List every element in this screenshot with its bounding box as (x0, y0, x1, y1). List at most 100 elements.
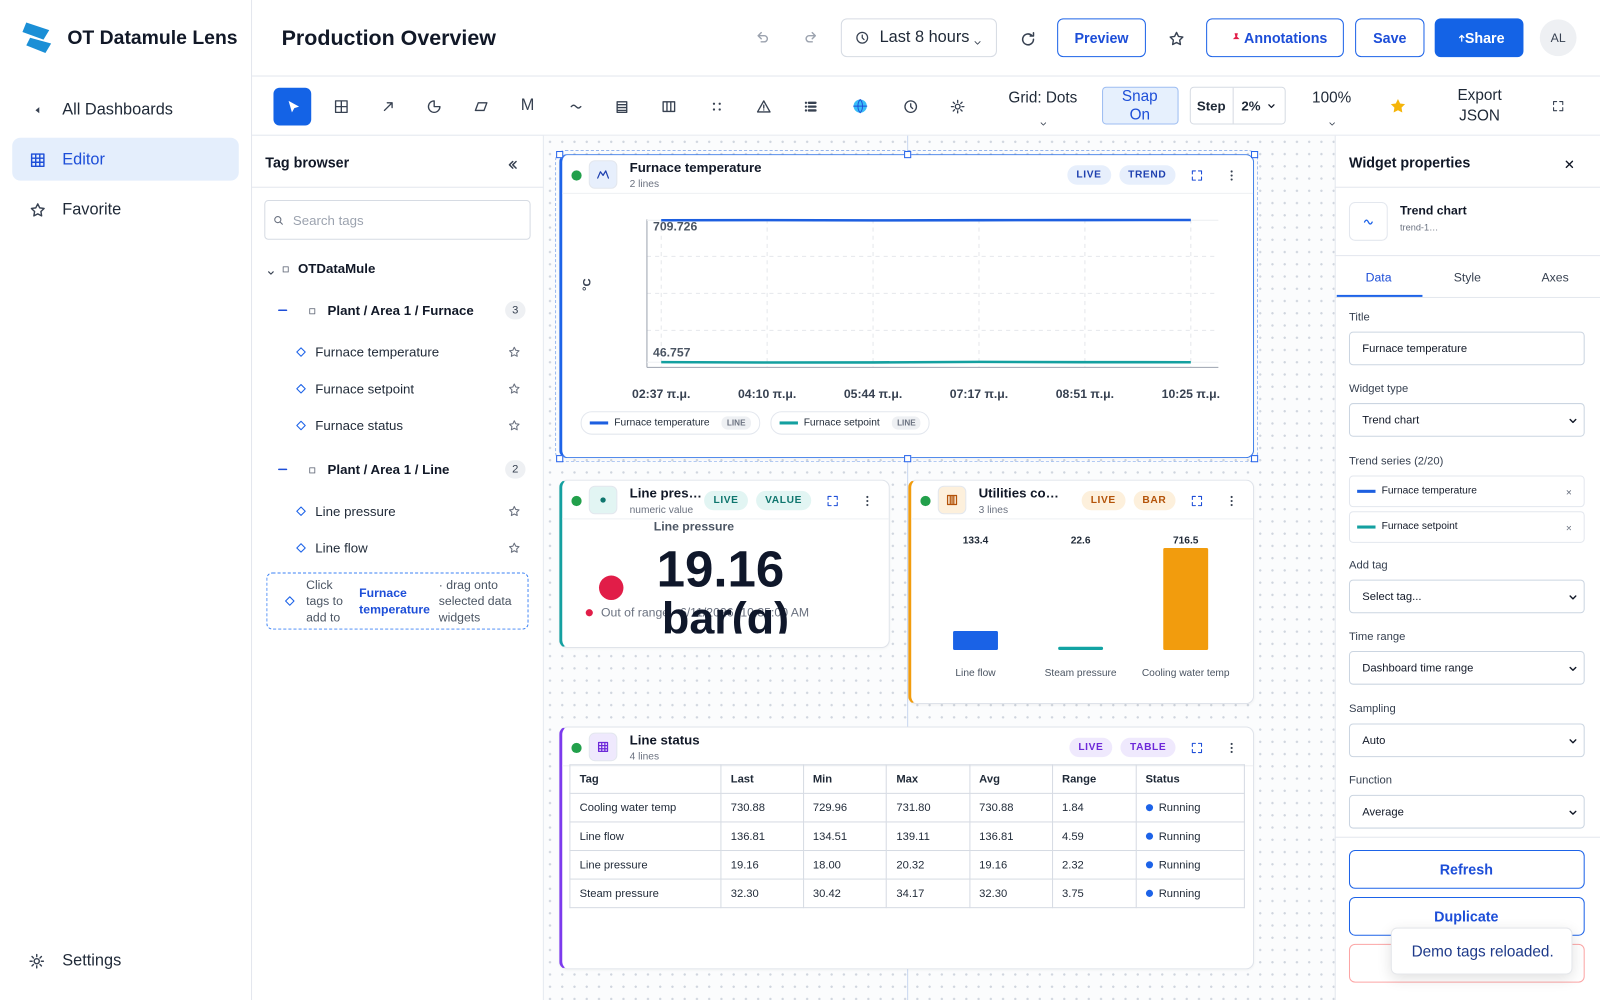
step-control[interactable] (1189, 86, 1286, 125)
snap-toggle[interactable] (1102, 86, 1179, 125)
annotations-button[interactable] (1206, 18, 1344, 58)
icon-path (1268, 104, 1275, 109)
share-button[interactable] (1434, 18, 1524, 58)
tag-item[interactable]: Furnace setpoint (315, 381, 415, 397)
tag-item[interactable]: Furnace status (315, 417, 404, 434)
icon (278, 468, 288, 471)
legend-item[interactable]: Furnace setpoint LINE (770, 411, 930, 435)
icon-path (856, 31, 869, 44)
tab[interactable]: Axes (1541, 270, 1569, 285)
table-cell: 136.81 (968, 821, 1053, 852)
tag-item[interactable]: Line pressure (315, 503, 396, 519)
table-cell: Steam pressure (569, 878, 722, 909)
select-field[interactable] (1348, 651, 1585, 685)
search-placeholder: Search tags (292, 212, 364, 229)
icon[interactable] (903, 98, 918, 113)
tab-indicator (1336, 294, 1423, 297)
status-dot (1145, 860, 1153, 868)
tag-item[interactable]: Furnace temperature (315, 344, 440, 360)
panel-divider (1334, 186, 1600, 188)
count-badge (505, 301, 526, 320)
icon (1191, 170, 1203, 181)
value-status: Out of range · 6/11/2026, 10:35:00 AM (601, 605, 810, 620)
icon[interactable] (803, 98, 818, 113)
icon-path (508, 160, 517, 169)
icon (296, 506, 306, 516)
table-cell: 19.16 (968, 849, 1053, 880)
table-cell: 18.00 (802, 849, 888, 880)
snap-guide (907, 135, 909, 1000)
time-range[interactable] (840, 18, 997, 58)
resize-handle[interactable] (1251, 151, 1259, 159)
tag-item[interactable]: Line flow (315, 540, 368, 556)
icon (296, 384, 306, 394)
table-row: Cooling water temp 730.88 729.96 731.80 730.… (569, 792, 1245, 823)
table-cell: 19.16 (720, 849, 804, 880)
avatar[interactable] (1539, 19, 1577, 57)
icon[interactable] (568, 98, 583, 113)
hint-tag: Furnace temperature (359, 585, 430, 617)
tab[interactable]: Data (1365, 270, 1392, 285)
icon[interactable] (473, 98, 488, 113)
resize-handle[interactable] (556, 151, 564, 159)
nav-item[interactable]: Settings (62, 952, 122, 970)
icon (1390, 99, 1406, 113)
icon-path (309, 308, 316, 315)
badge-group: LIVE BAR (1081, 490, 1176, 511)
nav-item[interactable]: Favorite (62, 201, 122, 219)
nav-item[interactable]: Editor (62, 151, 105, 169)
icon[interactable] (614, 98, 629, 113)
preview-button[interactable] (1057, 18, 1146, 58)
field-label: Widget type (1348, 382, 1409, 395)
text-field[interactable] (1348, 331, 1585, 366)
icon (1568, 594, 1576, 600)
tag-browser (252, 135, 544, 1000)
legend-label: Furnace temperature (614, 417, 710, 429)
tab[interactable]: Style (1453, 270, 1481, 285)
select-field[interactable] (1348, 403, 1585, 437)
panel-divider (252, 186, 544, 188)
action-button[interactable] (1348, 849, 1585, 889)
icon[interactable] (1565, 488, 1572, 495)
icon (30, 203, 45, 217)
resize-handle[interactable] (1251, 455, 1259, 463)
resize-handle[interactable] (556, 455, 564, 463)
select-field[interactable] (1348, 579, 1585, 614)
resize-handle[interactable] (904, 151, 912, 159)
icon (274, 216, 283, 225)
tag-hint (266, 572, 529, 630)
table-row: Steam pressure 32.30 30.42 34.17 32.30 3.75 Ru… (569, 878, 1245, 909)
icon (285, 596, 295, 606)
status-dot (571, 495, 582, 507)
badge-group: LIVE TREND (1067, 165, 1176, 185)
icon[interactable] (756, 98, 771, 113)
icon (1458, 34, 1464, 42)
select-field[interactable] (1348, 723, 1585, 758)
resize-handle[interactable] (904, 455, 912, 463)
panel-title: Widget properties (1348, 154, 1471, 171)
widget-name: Trend chart (1399, 203, 1467, 218)
legend-item[interactable]: Furnace temperature LINE (580, 411, 760, 435)
tool-button[interactable]: M (520, 96, 535, 115)
icon[interactable] (380, 98, 395, 113)
icon[interactable] (949, 98, 965, 114)
widget: Utilities consumption 3 lines LIVE BAR (908, 479, 1255, 705)
save-button[interactable] (1355, 18, 1425, 58)
search-box[interactable] (264, 199, 531, 240)
icon[interactable] (426, 98, 441, 113)
value-body: Line pressure Out of range · 6/11/2026, 1… (562, 518, 890, 634)
button-label: Save (1373, 29, 1407, 46)
icon-path (950, 99, 965, 114)
select-field[interactable] (1348, 794, 1585, 829)
widget-title: Utilities consumption (978, 485, 1067, 501)
icon[interactable] (1565, 524, 1572, 531)
icon[interactable] (709, 98, 724, 113)
icon-path (827, 495, 838, 507)
icon[interactable] (661, 98, 676, 113)
icon[interactable] (333, 98, 348, 113)
status-dot (571, 742, 582, 754)
field-value: Dashboard time range (1362, 662, 1474, 675)
nav-item[interactable]: All Dashboards (62, 101, 173, 119)
export-button[interactable]: Export JSON (1457, 86, 1502, 125)
status-dot (1145, 889, 1153, 897)
